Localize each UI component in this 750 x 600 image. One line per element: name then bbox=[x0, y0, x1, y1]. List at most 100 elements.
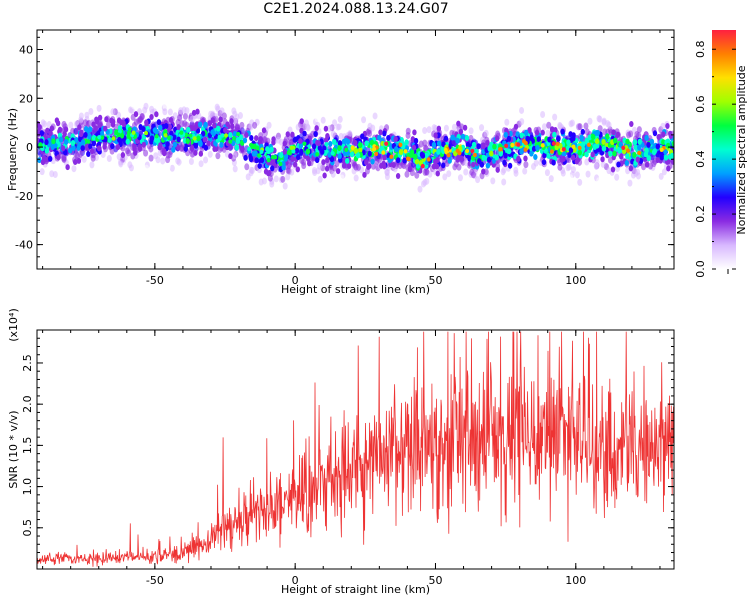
spectrogram-cell bbox=[45, 127, 50, 134]
spectrogram-cell bbox=[649, 138, 655, 145]
spectrogram-cell bbox=[584, 151, 589, 158]
spectrogram-cell bbox=[58, 136, 64, 143]
spectrogram-cell bbox=[455, 156, 460, 163]
spectrogram-cell bbox=[577, 123, 583, 131]
spectrogram-cell bbox=[125, 138, 130, 145]
spectrogram-cell bbox=[494, 154, 499, 161]
spectrogram-cell bbox=[663, 148, 668, 155]
spectrogram-cell bbox=[364, 140, 369, 147]
spectrogram-cell bbox=[450, 134, 455, 141]
spectrogram-cell bbox=[189, 145, 195, 152]
spectrogram-cell bbox=[136, 117, 142, 125]
spectrogram-hotspot bbox=[236, 131, 241, 137]
spectrogram-cell bbox=[296, 154, 301, 161]
snr-ytick-label: 0.5 bbox=[21, 519, 34, 537]
spectrogram-cell bbox=[138, 95, 144, 103]
spectrogram-cell bbox=[598, 169, 604, 177]
spectrogram-cell bbox=[193, 149, 198, 156]
spectrogram-cell bbox=[470, 171, 476, 179]
spectrogram-cell bbox=[446, 170, 452, 178]
spectrogram-cell bbox=[47, 182, 53, 190]
spectrogram-hotspot bbox=[131, 130, 136, 135]
spectrogram-cell bbox=[656, 133, 661, 140]
spectrogram-hotspot bbox=[228, 139, 233, 144]
spectrogram-hotspot bbox=[163, 133, 168, 138]
spectrogram-cell bbox=[661, 168, 667, 176]
spectrogram-cell bbox=[422, 118, 428, 126]
spectrogram-cell bbox=[436, 148, 441, 155]
spectrogram-cell bbox=[128, 164, 134, 172]
snr-panel: -50 0 50 100 0.5 1.0 1.5 2.0 2.5 Height of strai… bbox=[7, 308, 675, 596]
spectrogram-cell bbox=[560, 128, 565, 135]
spectrogram-cell bbox=[544, 169, 550, 177]
spectrogram-cell bbox=[552, 113, 558, 121]
spectrogram-cell bbox=[519, 106, 525, 114]
spectrogram-cell bbox=[503, 152, 508, 159]
spectrogram-hotspot bbox=[384, 141, 389, 146]
spectrogram-cell bbox=[632, 151, 637, 158]
spectrogram-cell bbox=[456, 120, 461, 127]
spectrogram-cell bbox=[584, 158, 590, 166]
spectrogram-cell bbox=[162, 102, 168, 110]
snr-ytick-label: 2.5 bbox=[21, 354, 34, 372]
spectrogram-cell bbox=[49, 170, 55, 178]
spectrogram-cell bbox=[245, 173, 251, 181]
spectrogram-cell bbox=[203, 122, 208, 129]
spectrogram-cell bbox=[271, 157, 276, 164]
spectrogram-cell bbox=[43, 156, 48, 163]
spectrogram-cell bbox=[442, 173, 448, 181]
spectrogram-cell bbox=[627, 179, 633, 187]
spectrogram-hotspot bbox=[389, 154, 394, 159]
spectrogram-cell bbox=[665, 122, 670, 129]
spectrogram-cell bbox=[585, 170, 591, 178]
colorbar-tick-label: 0.8 bbox=[694, 40, 707, 58]
spectrogram-cell bbox=[186, 126, 191, 133]
spectrogram-cell bbox=[320, 148, 325, 155]
spectrogram-cell bbox=[596, 177, 602, 185]
spectrogram-cell bbox=[141, 141, 147, 148]
spectrogram-cell bbox=[123, 170, 129, 178]
spectrogram-cell bbox=[345, 185, 351, 193]
spectrogram-cell bbox=[501, 178, 507, 186]
spectrogram-cell bbox=[494, 135, 500, 142]
spectrogram-cell bbox=[104, 116, 109, 123]
spectrogram-cell bbox=[230, 123, 235, 130]
spectrogram-cell bbox=[298, 138, 303, 145]
spectrogram-cell bbox=[463, 168, 469, 176]
spectrogram-hotspot bbox=[510, 142, 515, 148]
spectrogram-cell bbox=[229, 118, 234, 125]
spectrogram-cell bbox=[533, 86, 539, 94]
spectrogram-cell bbox=[221, 112, 227, 120]
spectrogram-cell bbox=[380, 119, 386, 127]
spectrogram-hotspot bbox=[116, 132, 121, 137]
spectrogram-cell bbox=[661, 131, 666, 138]
spectrogram-cell bbox=[608, 150, 613, 157]
spectrogram-cell bbox=[373, 178, 379, 186]
snr-ytick-label: 1.5 bbox=[21, 437, 34, 455]
spectrogram-cell bbox=[315, 167, 321, 175]
spectrogram-cell bbox=[636, 126, 642, 134]
spectrogram-cell bbox=[265, 146, 270, 153]
spectrogram-cell bbox=[374, 158, 380, 166]
spectrogram-cell bbox=[476, 143, 481, 150]
spectrogram-cell bbox=[212, 122, 217, 129]
spectrogram-cell bbox=[624, 159, 630, 166]
spectrogram-cell bbox=[481, 154, 486, 161]
spectrogram-cell bbox=[320, 116, 326, 124]
spectrogram-cell bbox=[178, 107, 184, 115]
spectrogram-cell bbox=[132, 94, 138, 102]
spectrogram-hotspot bbox=[571, 144, 576, 149]
spectrogram-cell bbox=[355, 152, 361, 159]
spectrogram-hotspot bbox=[381, 150, 386, 155]
spectrogram-cell bbox=[552, 131, 557, 138]
spectrogram-cell bbox=[130, 101, 136, 109]
spectrogram-cell bbox=[523, 129, 529, 136]
spectrogram-cell bbox=[313, 131, 318, 138]
spectrogram-cell bbox=[570, 154, 576, 161]
spectrogram-cell bbox=[72, 158, 78, 165]
spectrogram-cell bbox=[568, 120, 574, 128]
spectrogram-cell bbox=[139, 112, 145, 120]
spectrogram-cell bbox=[118, 160, 124, 168]
spectrogram-cell bbox=[610, 166, 616, 173]
spectrogram-cell bbox=[54, 117, 60, 124]
